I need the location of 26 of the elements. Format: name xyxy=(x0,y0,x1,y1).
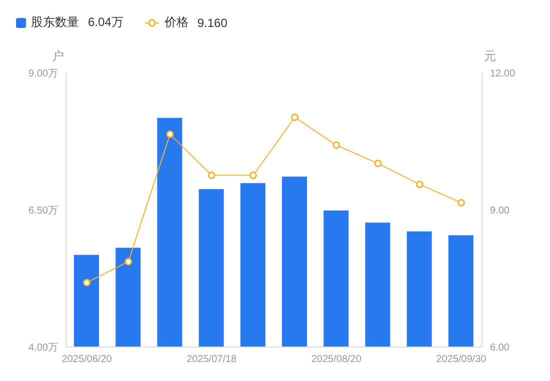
legend-label: 股东数量 xyxy=(31,14,79,31)
x-tick-label: 2025/06/20 xyxy=(62,354,112,366)
point xyxy=(208,172,216,180)
point xyxy=(249,172,257,180)
x-tick-label: 2025/09/30 xyxy=(436,354,487,366)
y2-axis-title: 元 xyxy=(484,48,496,65)
y-tick-label: 4.00万 xyxy=(28,342,58,354)
point xyxy=(124,258,132,266)
point xyxy=(166,130,174,138)
y-axis-title: 户 xyxy=(52,48,64,65)
text: 6.04万 xyxy=(88,14,124,31)
y2-tick-label: 6.00 xyxy=(490,342,510,354)
y2-tick-label: 12.00 xyxy=(490,68,516,80)
point xyxy=(457,198,465,206)
y2-tick-label: 9.00 xyxy=(490,206,510,217)
x-tick-label: 2025/07/18 xyxy=(186,354,238,366)
y-tick-label: 9.00万 xyxy=(28,68,58,80)
point xyxy=(291,114,299,122)
legend-label: 价格 xyxy=(164,14,188,31)
point xyxy=(416,180,424,188)
y-tick-label: 6.50万 xyxy=(28,206,58,217)
point xyxy=(83,278,91,286)
point xyxy=(374,160,382,168)
x-tick-label: 2025/08/20 xyxy=(311,354,362,366)
point xyxy=(332,141,340,149)
text: 9.160 xyxy=(197,16,228,30)
